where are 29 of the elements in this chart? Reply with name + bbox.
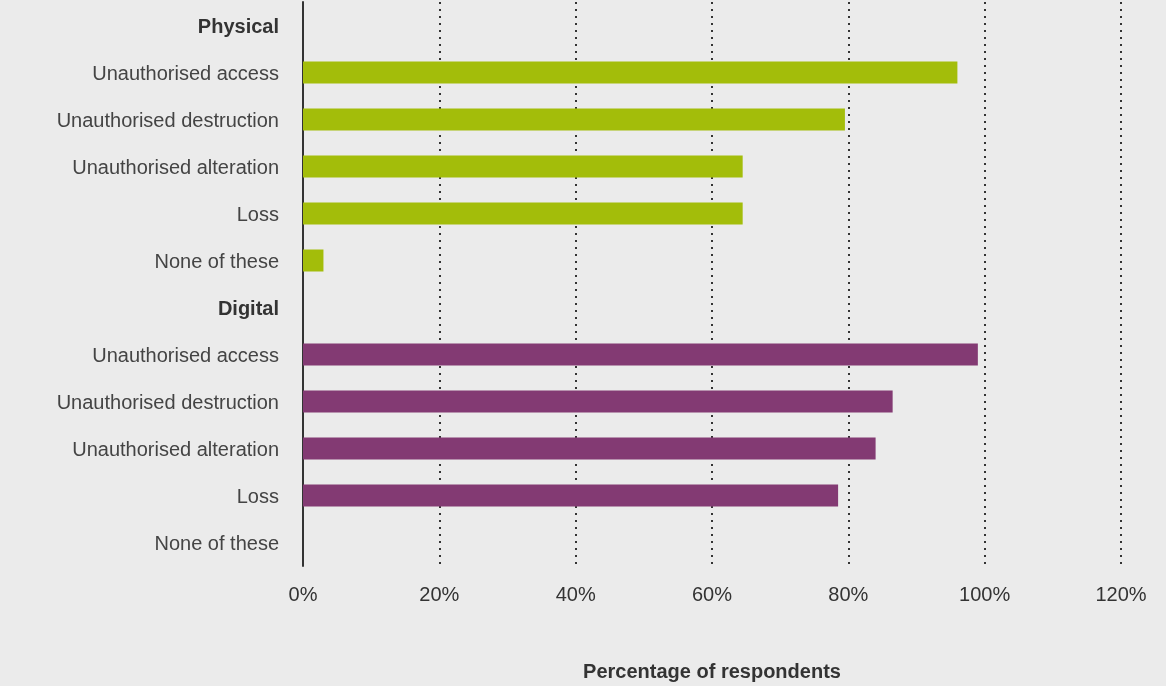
x-tick-label: 60% [691,583,733,605]
x-tick-label: 20% [419,583,460,605]
bar [303,484,839,507]
x-tick-label: 40% [555,583,596,605]
y-tick-label: Digital [217,296,279,319]
bar [303,202,743,225]
y-tick-label: Unauthorised destruction [56,108,279,131]
bar [303,390,893,413]
bar [303,343,978,366]
y-tick-label: Unauthorised alteration [72,437,279,460]
y-tick-label: Loss [236,202,279,225]
y-tick-label: Physical [197,14,279,37]
x-axis-title: Percentage of respondents [583,660,841,682]
y-tick-label: Unauthorised destruction [56,390,279,413]
bar [303,61,958,84]
y-tick-label: None of these [154,531,279,554]
y-tick-label: Loss [236,484,279,507]
x-tick-label: 120% [1095,583,1147,605]
x-tick-label: 80% [828,583,869,605]
bar [303,108,845,131]
y-tick-label: None of these [154,249,279,272]
bar [303,249,324,272]
bar [303,155,743,178]
y-tick-label: Unauthorised access [92,61,279,84]
x-tick-label: 0% [288,583,318,605]
x-tick-label: 100% [959,583,1011,605]
y-tick-label: Unauthorised access [92,343,279,366]
bar [303,437,876,460]
y-tick-label: Unauthorised alteration [72,155,279,178]
